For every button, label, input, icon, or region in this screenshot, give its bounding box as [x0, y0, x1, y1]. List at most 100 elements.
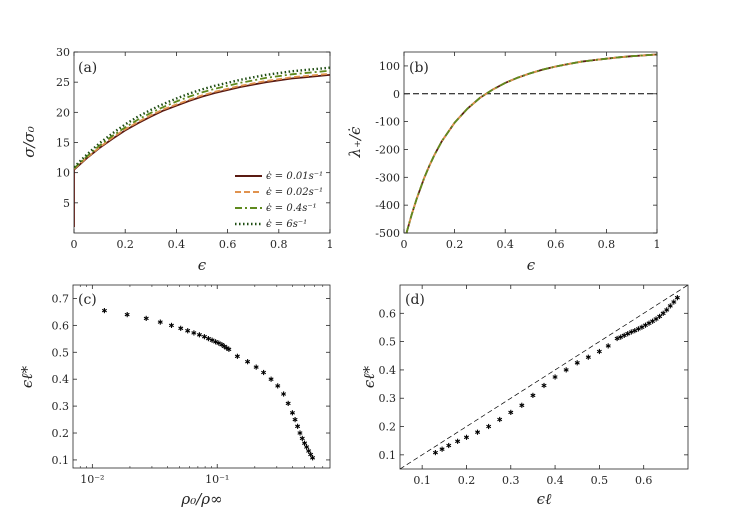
data-point [653, 316, 659, 322]
data-point-stroke [310, 456, 316, 460]
panel-d-reference-layer [400, 285, 688, 469]
data-point [281, 391, 287, 397]
data-point-stroke [621, 333, 627, 338]
data-point [292, 417, 298, 423]
data-point-stroke [297, 431, 303, 435]
data-point [455, 438, 461, 444]
data-point [178, 325, 184, 331]
panel-d-frame [399, 284, 689, 470]
data-point-stroke [552, 375, 558, 379]
data-point-stroke [508, 410, 514, 415]
y-tick-label: -300 [375, 171, 400, 184]
data-point-stroke [245, 359, 251, 364]
y-tick-label: 15 [56, 137, 70, 150]
data-point-stroke [574, 361, 580, 365]
series-line-2 [405, 53, 657, 233]
data-point [124, 312, 130, 318]
data-point-stroke [124, 312, 130, 317]
data-point-stroke [168, 323, 174, 328]
data-point-stroke [101, 308, 107, 313]
data-point-stroke [292, 417, 298, 422]
x-tick-label: 0.6 [635, 474, 653, 487]
data-point-stroke [234, 354, 240, 359]
y-tick-label: -500 [375, 227, 400, 240]
y-tick-label: 0.5 [52, 346, 70, 359]
panel-c-y-axis-label: ϵℓ* [18, 365, 36, 388]
y-tick-label: -200 [375, 143, 400, 156]
y-tick-label: 0.4 [379, 364, 397, 377]
data-point-stroke [191, 331, 197, 335]
data-point [285, 400, 291, 406]
x-tick-label: 10⁻² [80, 473, 104, 486]
data-point [642, 322, 648, 328]
data-point-stroke [268, 377, 274, 381]
data-point-stroke [157, 320, 163, 324]
x-tick-label: 0.5 [591, 474, 609, 487]
data-point [530, 392, 536, 398]
data-point-stroke [178, 326, 184, 331]
data-point-stroke [143, 316, 149, 321]
x-tick-label: 1 [327, 238, 334, 251]
data-point-stroke [563, 368, 569, 372]
x-tick-label: 1 [654, 238, 661, 251]
legend-entry-4: ϵ̇ = 6s⁻¹ [235, 219, 307, 230]
data-point [667, 303, 673, 309]
panel-b-frame [403, 51, 658, 234]
data-point-stroke [671, 300, 677, 304]
data-point [143, 315, 149, 321]
legend-entry-2: ϵ̇ = 0.02s⁻¹ [235, 187, 323, 198]
data-point-stroke [530, 393, 536, 398]
y-tick-label: 0.6 [379, 307, 397, 320]
data-point-stroke [304, 445, 310, 449]
data-point [574, 360, 580, 366]
data-point [657, 313, 663, 319]
data-point [261, 369, 267, 376]
data-point [508, 409, 514, 415]
panel-a-y-ticks: 5 10 15 20 25 30 [56, 46, 330, 210]
data-point-stroke [650, 319, 656, 323]
data-point [664, 307, 670, 313]
panel-d-label: (d) [405, 292, 425, 308]
x-tick-label: 10⁻¹ [205, 473, 229, 486]
data-point-stroke [653, 317, 659, 321]
y-tick-label: 20 [56, 106, 70, 119]
data-point [226, 346, 232, 352]
x-tick-label: 0.6 [219, 238, 237, 251]
x-tick-label: 0.4 [546, 474, 564, 487]
data-point [157, 319, 163, 325]
data-point-stroke [625, 331, 631, 336]
x-tick-label: 0.8 [598, 238, 616, 251]
y-tick-label: 0.1 [52, 454, 70, 467]
data-point [439, 446, 445, 452]
data-point-stroke [253, 365, 259, 369]
data-point-stroke [541, 383, 547, 388]
panel-c-points-layer [101, 308, 316, 461]
panel-c-label: (c) [78, 292, 97, 308]
y-tick-label: 0.3 [379, 392, 397, 405]
data-point [432, 450, 438, 456]
data-point-stroke [201, 334, 207, 339]
data-point-stroke [646, 321, 652, 325]
panel-b-series-layer [405, 53, 657, 233]
x-tick-label: 0.4 [496, 238, 514, 251]
data-point-stroke [596, 349, 602, 354]
y-tick-label: 0.6 [52, 319, 70, 332]
series-line-3 [405, 53, 657, 233]
panel-b-y-ticks: -500 -400 -300 -200 -100 0 100 [375, 60, 657, 240]
series-line-1 [405, 53, 657, 233]
identity-reference-line [400, 285, 688, 469]
series-line-4 [74, 66, 330, 169]
data-point-stroke [299, 436, 305, 441]
legend-label-2: ϵ̇ = 0.02s⁻¹ [266, 187, 323, 198]
data-point [304, 444, 310, 450]
x-tick-label: 0 [71, 238, 78, 251]
panel-a-legend: ϵ̇ = 0.01s⁻¹ ϵ̇ = 0.02s⁻¹ ϵ̇ = 0.4s⁻¹ ϵ̇… [235, 171, 323, 230]
data-point [605, 343, 611, 349]
x-tick-label: 0.2 [116, 238, 134, 251]
panel-a-y-axis-label: σ/σ₀ [20, 126, 38, 158]
panel-a-series-layer [74, 66, 330, 227]
data-point-stroke [439, 447, 445, 451]
legend-entry-3: ϵ̇ = 0.4s⁻¹ [235, 203, 317, 214]
y-tick-label: 0 [393, 88, 400, 101]
